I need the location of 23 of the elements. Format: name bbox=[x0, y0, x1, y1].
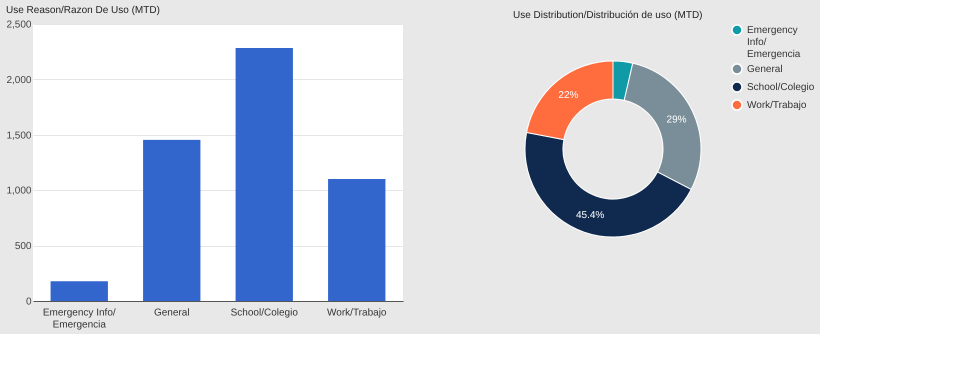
x-tick-label: Emergency Info/ Emergencia bbox=[42, 308, 116, 330]
y-tick-label: 1,000 bbox=[6, 186, 32, 197]
x-tick-label: General bbox=[154, 308, 190, 318]
bar bbox=[328, 179, 386, 301]
data-label: 45.4% bbox=[576, 210, 604, 222]
bar bbox=[50, 281, 108, 301]
data-label: 29% bbox=[666, 114, 687, 126]
legend-label: General bbox=[747, 64, 783, 75]
legend-label: School/Colegio bbox=[747, 82, 815, 93]
chart-title: Use Distribution/Distribución de uso (MTD) bbox=[513, 10, 703, 21]
chart-title: Use Reason/Razon De Uso (MTD) bbox=[6, 5, 160, 16]
y-tick-label: 500 bbox=[14, 241, 32, 252]
legend-label: Emergency Info/ Emergencia bbox=[747, 25, 801, 60]
legend-label: Work/Trabajo bbox=[747, 100, 807, 111]
y-tick-label: 2,500 bbox=[6, 20, 32, 30]
bar bbox=[236, 48, 293, 301]
data-label: 22% bbox=[558, 90, 578, 102]
x-tick-label: Work/Trabajo bbox=[327, 308, 387, 318]
y-tick-label: 0 bbox=[26, 296, 32, 308]
bar bbox=[143, 140, 200, 301]
x-tick-label: School/Colegio bbox=[230, 308, 298, 318]
y-tick-label: 2,000 bbox=[6, 74, 32, 86]
y-tick-label: 1,500 bbox=[6, 130, 32, 142]
